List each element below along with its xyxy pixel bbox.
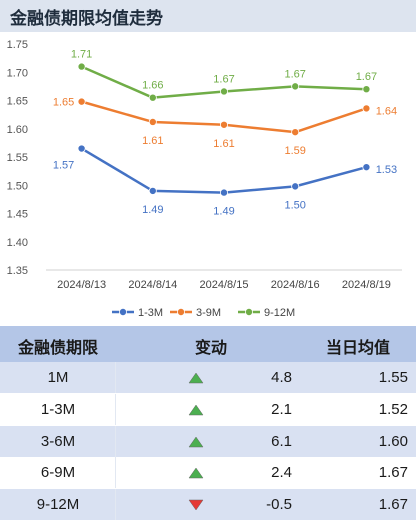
y-tick-label: 1.70 (7, 67, 28, 79)
data-point-1-3M (362, 163, 371, 172)
data-point-9-12M (362, 85, 371, 94)
cell-change: 2.1 (271, 400, 292, 418)
table-row: 6-9M 2.4 1.67 (0, 457, 416, 489)
x-tick-label: 2024/8/13 (57, 279, 106, 291)
row-divider (115, 393, 116, 425)
cell-change: -0.5 (266, 496, 292, 514)
data-label-3-9M: 1.59 (284, 145, 305, 157)
legend-label-1-3M: 1-3M (138, 307, 163, 319)
chart-title: 金融债期限均值走势 (10, 9, 163, 29)
cell-change: 2.4 (271, 464, 292, 482)
data-point-1-3M (291, 182, 300, 191)
y-tick-label: 1.65 (7, 96, 28, 108)
cell-term: 1M (47, 369, 69, 386)
data-point-9-12M (77, 62, 86, 71)
title-bar: 金融债期限均值走势 (0, 0, 416, 32)
data-point-1-3M (148, 186, 157, 195)
cell-term: 6-9M (40, 464, 76, 482)
data-label-1-3M: 1.49 (142, 204, 163, 216)
data-label-9-12M: 1.67 (213, 73, 234, 85)
y-tick-label: 1.55 (7, 152, 28, 164)
term-table: 金融债期限 变动 当日均值 1M 4.8 1.55 1-3M 2.1 1.52 3-6M 6.… (0, 326, 416, 521)
legend-marker-3-9M (176, 307, 185, 316)
cell-avg: 1.52 (378, 400, 408, 418)
data-point-3-9M (148, 117, 157, 126)
up-triangle-icon (188, 404, 204, 416)
row-divider (115, 457, 116, 489)
data-point-3-9M (219, 120, 228, 129)
row-divider (115, 489, 116, 521)
series-line-1-3M (80, 147, 367, 194)
x-tick-label: 2024/8/14 (128, 279, 177, 291)
data-point-3-9M (77, 97, 86, 106)
legend-marker-1-3M (119, 307, 128, 316)
data-point-3-9M (362, 104, 371, 113)
down-triangle-icon (188, 499, 204, 511)
header-change: 变动 (195, 338, 228, 357)
data-point-9-12M (291, 82, 300, 91)
row-divider (115, 362, 116, 393)
table-row: 9-12M -0.5 1.67 (0, 489, 416, 521)
x-tick-label: 2024/8/19 (342, 279, 391, 291)
up-triangle-icon (188, 436, 204, 447)
y-tick-label: 1.50 (7, 180, 28, 192)
cell-avg: 1.55 (378, 369, 408, 386)
cell-change: 6.1 (271, 432, 292, 450)
table-row: 1-3M 2.1 1.52 (0, 393, 416, 425)
data-label-3-9M: 1.64 (376, 105, 397, 117)
cell-avg: 1.67 (378, 464, 408, 482)
cell-term: 3-6M (40, 432, 76, 450)
data-point-9-12M (219, 87, 228, 96)
data-label-9-12M: 1.67 (356, 71, 377, 83)
x-tick-label: 2024/8/15 (200, 279, 249, 291)
data-label-3-9M: 1.61 (213, 138, 234, 150)
y-tick-label: 1.75 (7, 39, 28, 51)
header-term: 金融债期限 (18, 338, 99, 357)
cell-term: 9-12M (36, 496, 80, 514)
data-label-1-3M: 1.57 (53, 160, 74, 172)
line-chart: 1.35 1.40 1.45 1.50 1.55 1.60 1.65 1.70 1.75 2024… (0, 32, 416, 326)
up-triangle-icon (188, 372, 204, 384)
table-row: 1M 4.8 1.55 (0, 362, 416, 393)
data-point-1-3M (77, 144, 86, 153)
y-tick-label: 1.60 (7, 124, 28, 136)
cell-avg: 1.60 (378, 432, 408, 450)
table-row: 3-6M 6.1 1.60 (0, 425, 416, 457)
data-label-1-3M: 1.50 (284, 199, 305, 211)
data-label-9-12M: 1.67 (284, 68, 305, 80)
data-label-3-9M: 1.65 (53, 97, 74, 109)
table-header: 金融债期限 变动 当日均值 (0, 326, 416, 362)
cell-change: 4.8 (271, 369, 292, 386)
y-tick-label: 1.35 (7, 265, 28, 277)
data-label-1-3M: 1.49 (213, 206, 234, 218)
x-tick-label: 2024/8/16 (271, 279, 320, 291)
legend-marker-9-12M (244, 307, 253, 316)
cell-term: 1-3M (40, 400, 76, 418)
line-chart-svg: 1.35 1.40 1.45 1.50 1.55 1.60 1.65 1.70 1.75 2024… (7, 39, 402, 319)
data-label-1-3M: 1.53 (376, 164, 397, 176)
data-label-3-9M: 1.61 (142, 135, 163, 147)
header-avg: 当日均值 (326, 338, 391, 357)
data-point-9-12M (148, 93, 157, 102)
legend-label-9-12M: 9-12M (264, 307, 295, 319)
row-divider (115, 425, 116, 457)
cell-avg: 1.67 (378, 496, 408, 514)
y-tick-label: 1.40 (7, 237, 28, 249)
legend-label-3-9M: 3-9M (196, 307, 221, 319)
data-point-3-9M (291, 128, 300, 137)
y-tick-label: 1.45 (7, 209, 28, 221)
data-label-9-12M: 1.66 (142, 80, 163, 92)
data-point-1-3M (219, 188, 228, 197)
data-label-9-12M: 1.71 (71, 49, 92, 61)
up-triangle-icon (188, 467, 204, 479)
